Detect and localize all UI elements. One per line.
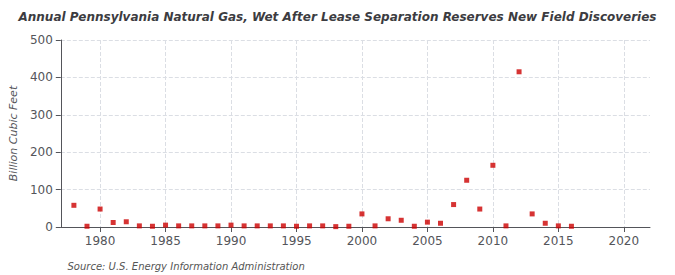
svg-text:2005: 2005 xyxy=(412,234,443,248)
svg-text:300: 300 xyxy=(30,108,53,122)
svg-text:1985: 1985 xyxy=(150,234,181,248)
svg-text:1995: 1995 xyxy=(281,234,312,248)
svg-text:Annual Pennsylvania Natural Ga: Annual Pennsylvania Natural Gas, Wet Aft… xyxy=(17,10,656,24)
svg-text:200: 200 xyxy=(30,145,53,159)
svg-text:1980: 1980 xyxy=(85,234,116,248)
svg-text:0: 0 xyxy=(45,220,53,234)
svg-text:2015: 2015 xyxy=(543,234,574,248)
svg-text:2010: 2010 xyxy=(478,234,509,248)
svg-text:100: 100 xyxy=(30,183,53,197)
svg-text:2020: 2020 xyxy=(609,234,640,248)
svg-text:1990: 1990 xyxy=(216,234,247,248)
svg-text:Source: U.S. Energy Informatio: Source: U.S. Energy Information Administ… xyxy=(68,261,305,272)
svg-text:Billion Cubic Feet: Billion Cubic Feet xyxy=(7,85,20,181)
svg-text:400: 400 xyxy=(30,70,53,84)
svg-text:500: 500 xyxy=(30,33,53,47)
svg-text:2000: 2000 xyxy=(347,234,378,248)
